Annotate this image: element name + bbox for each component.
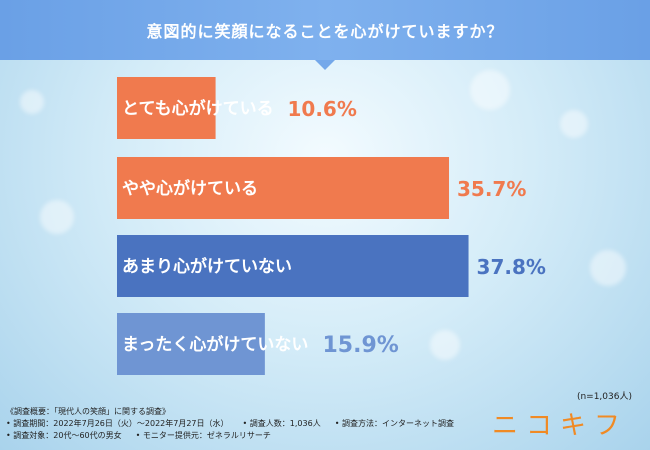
bokeh-decoration — [430, 330, 460, 360]
bokeh-decoration — [560, 110, 588, 138]
bar-1 — [117, 77, 216, 139]
bar-chart: とても心がけている 10.6% やや心がけている 35.7% あまり心がけていない 37.… — [117, 77, 546, 375]
bar-4 — [117, 313, 265, 375]
bar-3 — [117, 235, 469, 297]
survey-method: • 調査方法：インターネット調査 — [334, 419, 454, 428]
bokeh-decoration — [470, 70, 510, 110]
category-label-4: まったく心がけていない — [122, 334, 308, 355]
value-label-3: 37.8% — [477, 255, 546, 279]
value-label-4: 15.9% — [323, 333, 399, 358]
survey-provider: • モニター提供元：ゼネラルリサーチ — [135, 431, 271, 440]
title-pointer — [315, 60, 335, 70]
category-label-1: とても心がけている — [122, 98, 274, 119]
survey-target: • 調査対象：20代〜60代の男女 — [6, 431, 122, 440]
bokeh-decoration — [40, 200, 74, 234]
value-label-1: 10.6% — [288, 97, 357, 121]
survey-summary: 《調査概要：「現代人の笑顔」に関する調査》 • 調査期間：2022年7月26日（… — [6, 406, 454, 442]
chart-title: 意図的に笑顔になることを心がけていますか？ — [0, 0, 650, 60]
survey-period: • 調査期間：2022年7月26日（火）〜2022年7月27日（水） — [6, 419, 229, 428]
category-label-3: あまり心がけていない — [122, 256, 292, 277]
bokeh-decoration — [20, 90, 44, 114]
category-label-2: やや心がけている — [122, 178, 258, 199]
survey-heading: 《調査概要：「現代人の笑顔」に関する調査》 — [6, 407, 170, 416]
bokeh-decoration — [590, 250, 626, 286]
bar-2 — [117, 157, 450, 219]
value-label-2: 35.7% — [457, 177, 526, 201]
survey-respondents: • 調査人数：1,036人 — [242, 419, 321, 428]
sample-size-note: (n=1,036人) — [576, 392, 632, 402]
brand-logo: ニコキフ — [491, 411, 628, 441]
